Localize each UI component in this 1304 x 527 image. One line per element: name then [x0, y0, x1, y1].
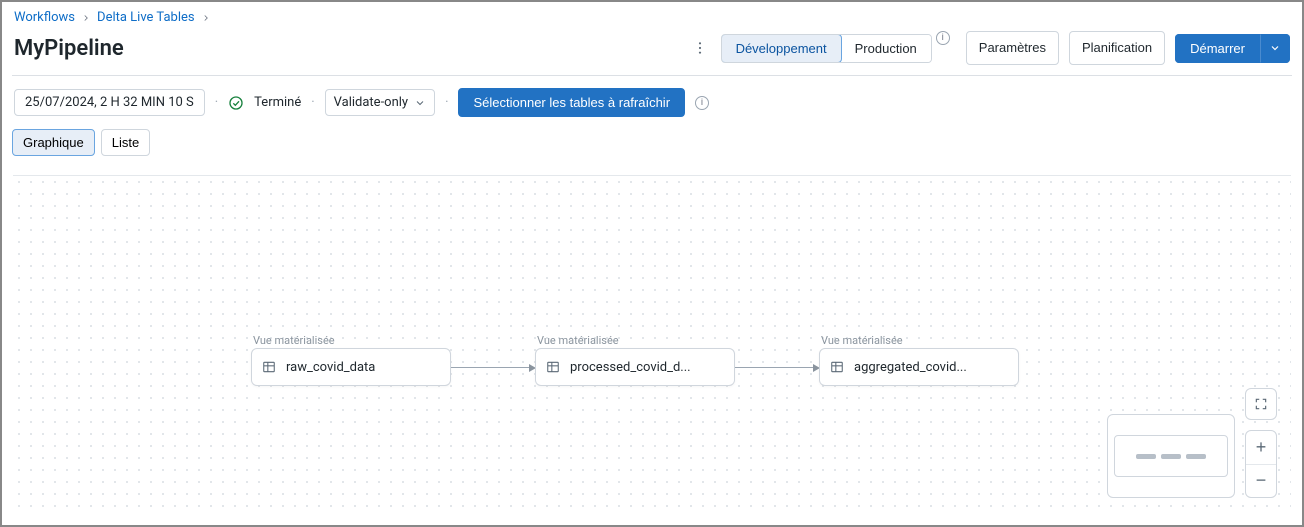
breadcrumb-link-workflows[interactable]: Workflows [14, 10, 75, 25]
minimap-node [1136, 454, 1156, 459]
minimap-node [1186, 454, 1206, 459]
page-title: MyPipeline [14, 36, 124, 61]
validate-dropdown[interactable]: Validate-only [325, 89, 435, 116]
separator-dot: · [445, 95, 448, 110]
node-name: processed_covid_d... [570, 360, 691, 375]
settings-button[interactable]: Paramètres [966, 31, 1059, 65]
start-button[interactable]: Démarrer [1175, 34, 1260, 63]
minimap-viewport [1114, 435, 1228, 477]
table-icon [546, 360, 560, 374]
start-dropdown-button[interactable] [1260, 34, 1290, 63]
table-icon [830, 360, 844, 374]
schedule-button[interactable]: Planification [1069, 31, 1165, 65]
mode-toggle: Développement Production [721, 34, 932, 63]
pipeline-node[interactable]: raw_covid_data [251, 348, 451, 386]
view-tabs: Graphique Liste [12, 129, 1292, 156]
node-type-label: Vue matérialisée [253, 334, 335, 347]
table-icon [262, 360, 276, 374]
node-name: raw_covid_data [286, 360, 375, 375]
breadcrumb-link-dlt[interactable]: Delta Live Tables [97, 10, 195, 25]
separator-dot: · [311, 95, 314, 110]
select-tables-button[interactable]: Sélectionner les tables à rafraîchir [458, 88, 685, 117]
info-icon: i [695, 96, 709, 110]
title-actions: Développement Production i Paramètres Pl… [689, 31, 1290, 65]
status-row: 25/07/2024, 2 H 32 MIN 10 S · Terminé · … [12, 76, 1292, 129]
info-icon: i [936, 31, 950, 45]
tab-graph[interactable]: Graphique [12, 129, 95, 156]
start-split-button: Démarrer [1175, 34, 1290, 63]
pipeline-node[interactable]: aggregated_covid... [819, 348, 1019, 386]
run-state: Terminé [254, 95, 301, 110]
validate-label: Validate-only [334, 95, 408, 110]
separator-dot: · [215, 95, 218, 110]
zoom-controls: + − [1245, 388, 1277, 498]
mode-dev-button[interactable]: Développement [721, 34, 842, 63]
zoom-out-button[interactable]: − [1246, 465, 1276, 498]
fullscreen-button[interactable] [1245, 388, 1277, 420]
chevron-right-icon [201, 13, 211, 23]
zoom-in-button[interactable]: + [1246, 431, 1276, 465]
minimap[interactable] [1107, 414, 1235, 498]
edge [735, 367, 815, 368]
tab-list[interactable]: Liste [101, 129, 150, 156]
mode-prod-button[interactable]: Production [841, 35, 931, 62]
minimap-node [1161, 454, 1181, 459]
node-type-label: Vue matérialisée [537, 334, 619, 347]
pipeline-node[interactable]: processed_covid_d... [535, 348, 735, 386]
zoom-pair: + − [1245, 430, 1277, 498]
breadcrumb: Workflows Delta Live Tables [12, 10, 1292, 25]
chevron-right-icon [81, 13, 91, 23]
kebab-menu-button[interactable] [689, 34, 711, 62]
node-name: aggregated_covid... [854, 360, 967, 375]
check-circle-icon [228, 95, 244, 111]
edge [451, 367, 531, 368]
node-type-label: Vue matérialisée [821, 334, 903, 347]
run-timestamp: 25/07/2024, 2 H 32 MIN 10 S [14, 89, 205, 116]
pipeline-canvas[interactable]: Vue matérialisée raw_covid_data Vue maté… [13, 175, 1291, 514]
chevron-down-icon [414, 97, 426, 109]
